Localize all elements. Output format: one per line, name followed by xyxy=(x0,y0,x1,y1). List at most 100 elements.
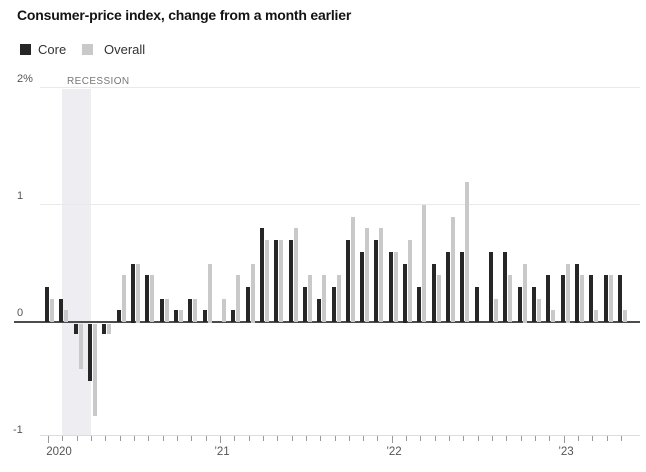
y-gridline xyxy=(40,87,640,88)
overall-bar xyxy=(236,275,240,323)
x-axis-tick xyxy=(105,436,106,441)
overall-bar xyxy=(394,251,398,322)
core-legend-swatch-icon xyxy=(20,44,31,55)
recession-band xyxy=(62,89,91,435)
overall-bar xyxy=(294,228,298,323)
overall-bar xyxy=(437,275,441,323)
x-axis-year-label: 2020 xyxy=(46,446,72,458)
core-bar xyxy=(102,324,106,334)
x-axis-tick xyxy=(191,436,192,441)
x-axis-tick xyxy=(62,436,63,441)
y-axis-label: 0 xyxy=(17,307,24,319)
overall-bar xyxy=(551,310,555,323)
x-axis-tick xyxy=(549,436,550,441)
x-axis-tick xyxy=(592,436,593,441)
overall-bar xyxy=(308,275,312,323)
core-bar xyxy=(332,286,336,322)
x-axis-tick xyxy=(377,436,378,441)
core-bar xyxy=(575,263,579,323)
x-axis-year-label: ’22 xyxy=(386,446,402,458)
core-bar xyxy=(503,251,507,322)
x-axis-tick xyxy=(306,436,307,441)
x-axis-tick xyxy=(220,436,221,443)
core-bar xyxy=(145,275,149,323)
overall-bar xyxy=(594,310,598,323)
overall-bar xyxy=(508,275,512,323)
core-bar xyxy=(546,275,550,323)
core-bar xyxy=(274,240,278,323)
overall-bar xyxy=(465,181,469,322)
overall-bar xyxy=(379,228,383,323)
x-axis-tick xyxy=(392,436,393,443)
core-bar xyxy=(403,263,407,323)
x-axis-tick xyxy=(163,436,164,441)
overall-bar xyxy=(422,205,426,322)
x-axis-tick xyxy=(320,436,321,441)
core-bar xyxy=(432,263,436,323)
core-bar xyxy=(45,286,49,322)
core-bar xyxy=(59,298,63,322)
x-axis-line xyxy=(40,435,640,436)
x-axis-tick xyxy=(349,436,350,441)
x-axis-tick xyxy=(234,436,235,441)
overall-bar xyxy=(351,216,355,322)
overall-bar xyxy=(64,310,68,323)
core-bar xyxy=(88,324,92,381)
x-axis-tick xyxy=(148,436,149,441)
core-bar xyxy=(589,275,593,323)
overall-bar xyxy=(50,298,54,322)
core-legend-label: Core xyxy=(38,42,67,57)
core-bar xyxy=(604,275,608,323)
overall-bar xyxy=(580,275,584,323)
overall-bar xyxy=(222,298,226,322)
x-axis-tick xyxy=(435,436,436,441)
core-bar xyxy=(188,298,192,322)
x-axis-tick xyxy=(420,436,421,441)
core-bar xyxy=(260,228,264,323)
core-bar xyxy=(446,251,450,322)
core-bar xyxy=(231,310,235,323)
overall-bar xyxy=(136,263,140,323)
recession-label: RECESSION xyxy=(67,76,130,87)
overall-legend-label: Overall xyxy=(104,42,146,57)
overall-bar xyxy=(251,263,255,323)
x-axis-tick xyxy=(120,436,121,441)
core-bar xyxy=(532,286,536,322)
core-bar xyxy=(417,286,421,322)
x-axis-tick xyxy=(506,436,507,441)
overall-bar xyxy=(150,275,154,323)
core-bar xyxy=(117,310,121,323)
core-bar xyxy=(289,240,293,323)
overall-bar xyxy=(107,324,111,334)
overall-bar xyxy=(408,240,412,323)
core-bar xyxy=(475,286,479,322)
x-axis-tick xyxy=(406,436,407,441)
x-axis-tick xyxy=(521,436,522,441)
x-axis-tick xyxy=(263,436,264,441)
x-axis-tick xyxy=(492,436,493,441)
core-bar xyxy=(174,310,178,323)
overall-bar xyxy=(208,263,212,323)
x-axis-tick xyxy=(478,436,479,441)
x-axis-tick xyxy=(363,436,364,441)
x-axis-tick xyxy=(463,436,464,441)
overall-bar xyxy=(193,298,197,322)
overall-bar xyxy=(79,324,83,369)
core-bar xyxy=(317,298,321,322)
core-bar xyxy=(131,263,135,323)
core-bar xyxy=(460,251,464,322)
x-axis-tick xyxy=(335,436,336,441)
core-bar xyxy=(561,275,565,323)
overall-bar xyxy=(93,324,97,416)
y-gridline xyxy=(40,204,640,205)
core-bar xyxy=(374,240,378,323)
x-axis-tick xyxy=(206,436,207,441)
x-axis-tick xyxy=(535,436,536,441)
x-axis-tick xyxy=(177,436,178,441)
x-axis-tick xyxy=(292,436,293,441)
overall-bar xyxy=(122,275,126,323)
x-axis-tick xyxy=(449,436,450,441)
core-bar xyxy=(346,240,350,323)
core-bar xyxy=(303,286,307,322)
overall-bar xyxy=(279,240,283,323)
